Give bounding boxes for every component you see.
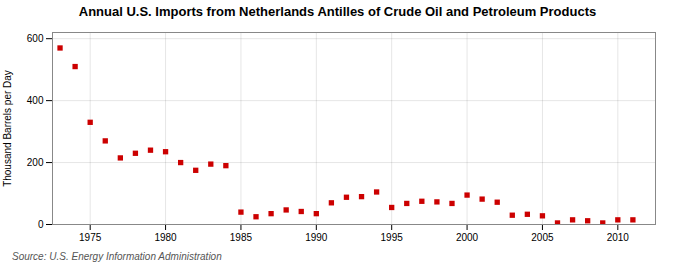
svg-text:400: 400 bbox=[27, 95, 44, 106]
svg-text:1975: 1975 bbox=[79, 232, 102, 243]
svg-text:1980: 1980 bbox=[154, 232, 177, 243]
html-text:Source: U.S. Energy Informatio: Source: U.S. Energy Information Administ… bbox=[12, 251, 222, 262]
svg-text:1985: 1985 bbox=[230, 232, 253, 243]
svg-text:2000: 2000 bbox=[456, 232, 479, 243]
html-text:Annual U.S. Imports from Nethe: Annual U.S. Imports from Netherlands Ant… bbox=[78, 4, 597, 19]
svg-text:1990: 1990 bbox=[305, 232, 328, 243]
svg-text:200: 200 bbox=[27, 157, 44, 168]
svg-text:Thousand Barrels per Day: Thousand Barrels per Day bbox=[2, 70, 13, 187]
svg-text:0: 0 bbox=[38, 219, 44, 230]
svg-text:1995: 1995 bbox=[381, 232, 404, 243]
svg-text:2010: 2010 bbox=[607, 232, 630, 243]
svg-text:2005: 2005 bbox=[531, 232, 554, 243]
svg-text:600: 600 bbox=[27, 33, 44, 44]
